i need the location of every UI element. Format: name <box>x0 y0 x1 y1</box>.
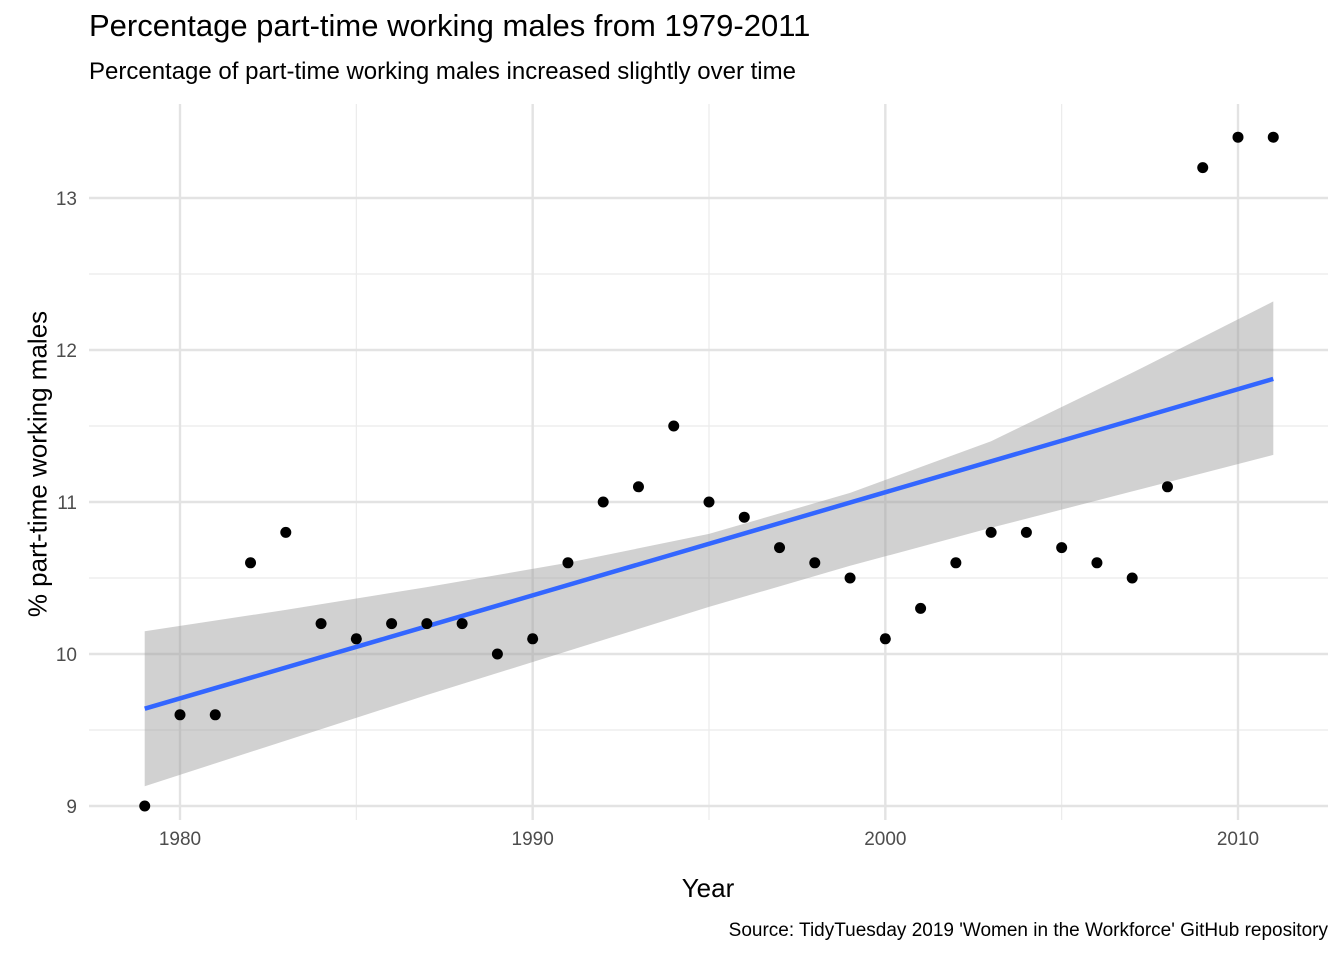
data-point <box>386 618 398 630</box>
x-tick-label: 2010 <box>1217 829 1259 850</box>
x-tick-label: 2000 <box>864 829 906 850</box>
data-point <box>844 572 856 584</box>
trend-line <box>144 376 1274 711</box>
data-point <box>879 633 891 645</box>
data-point <box>1020 526 1032 538</box>
data-point <box>632 481 644 493</box>
y-axis-title: % part-time working males <box>22 310 53 618</box>
data-point <box>139 800 151 812</box>
data-point <box>1126 572 1138 584</box>
data-point <box>985 526 997 538</box>
data-point <box>527 633 539 645</box>
data-point <box>280 526 292 538</box>
chart-title: Percentage part-time working males from … <box>89 8 811 43</box>
y-tick-label: 9 <box>66 797 77 818</box>
x-axis-title: Year <box>681 873 735 903</box>
x-tick-label: 1980 <box>159 829 201 850</box>
y-tick-label: 12 <box>56 341 77 362</box>
grid-lines <box>89 104 1328 820</box>
data-point <box>245 557 257 569</box>
data-point <box>597 496 609 508</box>
data-point <box>1091 557 1103 569</box>
data-point <box>315 618 327 630</box>
data-point <box>915 602 927 614</box>
data-point <box>738 511 750 523</box>
y-axis-ticks: 9 10 11 12 13 <box>56 189 77 818</box>
data-point <box>1232 131 1244 143</box>
data-point <box>774 542 786 554</box>
chart-subtitle: Percentage of part-time working males in… <box>89 58 796 85</box>
chart-caption: Source: TidyTuesday 2019 'Women in the W… <box>728 920 1328 941</box>
trend-line-layer <box>144 376 1274 711</box>
data-point <box>1056 542 1068 554</box>
data-point <box>668 420 680 432</box>
data-point <box>703 496 715 508</box>
data-point <box>1197 162 1209 174</box>
data-point <box>350 633 362 645</box>
data-point <box>491 648 503 660</box>
data-point <box>1161 481 1173 493</box>
data-point <box>1267 131 1279 143</box>
data-point <box>174 709 186 721</box>
data-points <box>139 131 1279 812</box>
y-tick-label: 13 <box>56 189 77 210</box>
y-tick-label: 10 <box>56 645 77 666</box>
data-point <box>209 709 221 721</box>
x-tick-label: 1990 <box>512 829 554 850</box>
data-point <box>456 618 468 630</box>
data-point <box>562 557 574 569</box>
data-point <box>950 557 962 569</box>
y-tick-label: 11 <box>57 493 77 514</box>
x-axis-ticks: 1980 1990 2000 2010 <box>159 829 1259 850</box>
data-point <box>421 618 433 630</box>
data-point <box>809 557 821 569</box>
